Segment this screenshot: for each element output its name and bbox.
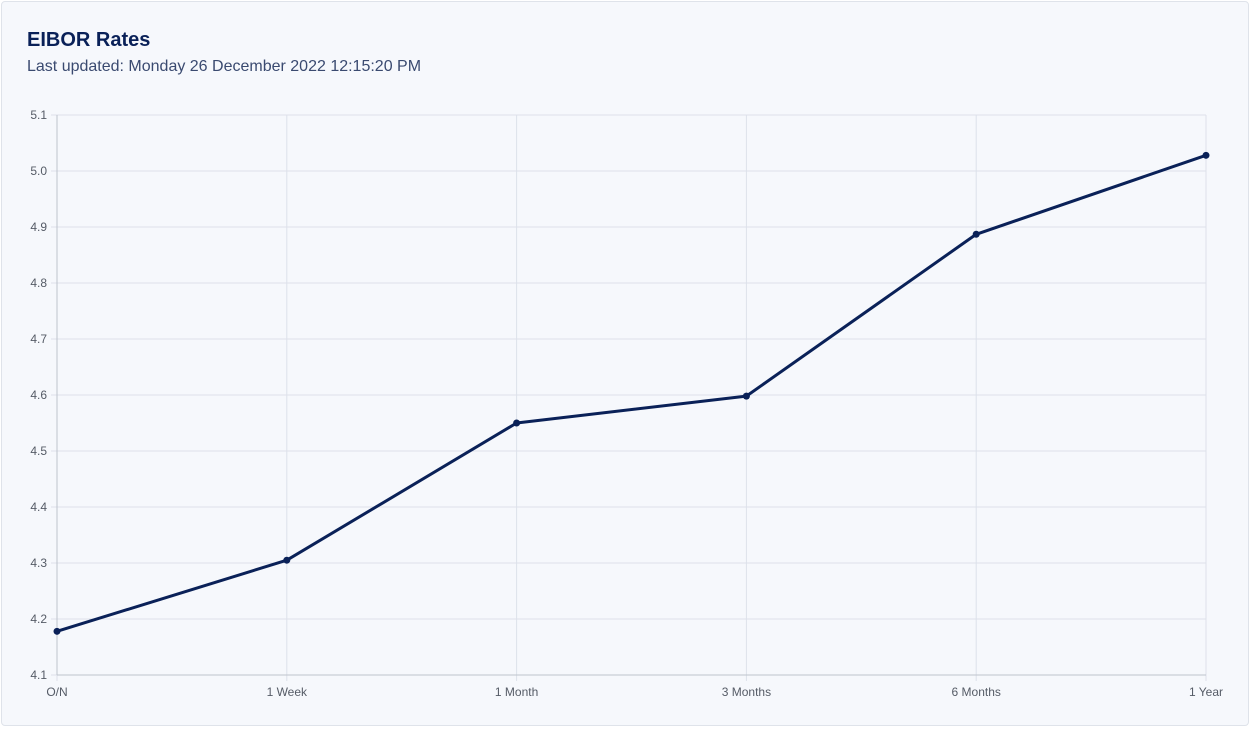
y-tick-label: 4.7 <box>30 332 47 346</box>
data-point <box>283 556 291 564</box>
x-tick-label: 1 Week <box>267 685 308 699</box>
y-tick-label: 4.5 <box>30 444 47 458</box>
y-tick-label: 5.0 <box>30 164 47 178</box>
data-point <box>53 627 61 635</box>
x-tick-labels: O/N 1 Week 1 Month 3 Months 6 Months 1 Year <box>46 685 1223 699</box>
data-point <box>1202 151 1210 159</box>
y-tick-label: 5.1 <box>30 108 47 122</box>
y-tick-label: 4.1 <box>30 668 47 682</box>
data-point <box>513 419 521 427</box>
x-tick-label: 1 Year <box>1189 685 1223 699</box>
y-tick-label: 4.2 <box>30 612 47 626</box>
y-tick-label: 4.8 <box>30 276 47 290</box>
x-tick-label: 1 Month <box>495 685 538 699</box>
data-point <box>742 392 750 400</box>
y-tick-labels: 4.1 4.2 4.3 4.4 4.5 4.6 4.7 4.8 4.9 5.0 5.1 <box>30 108 47 682</box>
y-tick-label: 4.3 <box>30 556 47 570</box>
x-tick-label: O/N <box>46 685 67 699</box>
y-tick-label: 4.9 <box>30 220 47 234</box>
chart-title: EIBOR Rates <box>27 29 151 51</box>
data-point <box>972 230 980 238</box>
axes <box>51 114 1207 681</box>
x-tick-label: 3 Months <box>722 685 771 699</box>
x-tick-label: 6 Months <box>952 685 1001 699</box>
y-tick-label: 4.6 <box>30 388 47 402</box>
series-rates <box>53 151 1210 635</box>
last-updated-text: Last updated: Monday 26 December 2022 12… <box>27 58 422 75</box>
grid-lines <box>57 114 1207 675</box>
y-tick-label: 4.4 <box>30 500 47 514</box>
series-line <box>55 153 1208 633</box>
